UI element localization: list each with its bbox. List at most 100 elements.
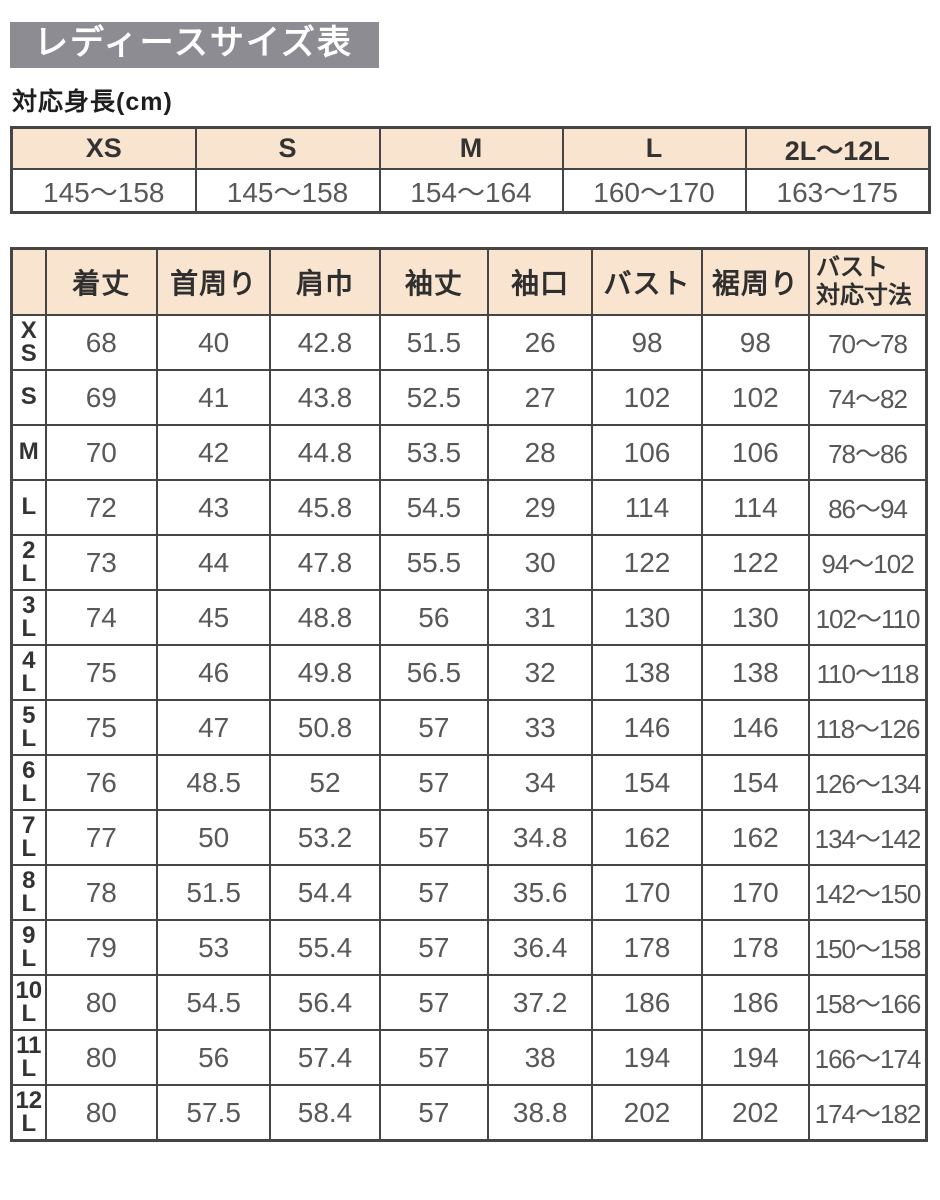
measurement-cell: 29 <box>487 479 594 536</box>
height-section-label: 対応身長(cm) <box>12 88 173 116</box>
measurement-cell: 53 <box>155 919 272 976</box>
measurement-cell: 54.5 <box>378 479 490 536</box>
bust-range-cell: 94～102 <box>808 534 928 591</box>
measurement-cell: 122 <box>700 534 811 591</box>
measurement-cell: 41 <box>155 369 272 426</box>
measurement-cell: 57.4 <box>269 1029 381 1086</box>
measurement-cell: 146 <box>700 699 811 756</box>
measurement-cell: 202 <box>591 1084 703 1142</box>
measurement-cell: 52 <box>269 754 381 811</box>
measurement-cell: 56 <box>378 589 490 646</box>
measurement-cell: 202 <box>700 1084 811 1142</box>
measurement-cell: 26 <box>487 314 594 371</box>
measurement-cell: 37.2 <box>487 974 594 1031</box>
measurement-cell: 47 <box>155 699 272 756</box>
measurement-cell: 98 <box>700 314 811 371</box>
measurement-cell: 43.8 <box>269 369 381 426</box>
measurement-cell: 49.8 <box>269 644 381 701</box>
measurement-cell: 130 <box>591 589 703 646</box>
size-table-row: 7 L 77 50 53.2 57 34.8 162 162 134～142 <box>10 809 928 866</box>
height-table-value-row: 145～158 145～158 154～164 160～170 163～175 <box>10 168 931 214</box>
measurement-cell: 40 <box>155 314 272 371</box>
measurement-cell: 57 <box>378 699 490 756</box>
measurement-cell: 154 <box>700 754 811 811</box>
bust-range-cell: 110～118 <box>808 644 928 701</box>
size-table-row: 10 L 80 54.5 56.4 57 37.2 186 186 158～166 <box>10 974 928 1031</box>
height-range-cell: 163～175 <box>744 168 931 214</box>
measurement-cell: 51.5 <box>155 864 272 921</box>
size-table-row: 8 L 78 51.5 54.4 57 35.6 170 170 142～150 <box>10 864 928 921</box>
measurement-cell: 44 <box>155 534 272 591</box>
height-size-header: 2L～12L <box>744 126 931 170</box>
bust-range-cell: 118～126 <box>808 699 928 756</box>
measurement-cell: 47.8 <box>269 534 381 591</box>
measurement-cell: 53.5 <box>378 424 490 481</box>
measurement-cell: 58.4 <box>269 1084 381 1142</box>
measurement-cell: 68 <box>44 314 158 371</box>
measurement-cell: 34.8 <box>487 809 594 866</box>
measurement-cell: 56 <box>155 1029 272 1086</box>
measurement-cell: 194 <box>591 1029 703 1086</box>
bust-range-cell: 78～86 <box>808 424 928 481</box>
measurement-cell: 43 <box>155 479 272 536</box>
height-size-header: S <box>194 126 381 170</box>
height-range-cell: 145～158 <box>10 168 197 214</box>
bust-range-cell: 142～150 <box>808 864 928 921</box>
size-table-row: 9 L 79 53 55.4 57 36.4 178 178 150～158 <box>10 919 928 976</box>
measurement-cell: 102 <box>700 369 811 426</box>
size-table-row: 5 L 75 47 50.8 57 33 146 146 118～126 <box>10 699 928 756</box>
size-table-row: 3 L 74 45 48.8 56 31 130 130 102～110 <box>10 589 928 646</box>
bust-range-cell: 102～110 <box>808 589 928 646</box>
height-range-cell: 154～164 <box>378 168 564 214</box>
measurement-cell: 57 <box>378 1029 490 1086</box>
measurement-cell: 106 <box>700 424 811 481</box>
size-table-row: L 72 43 45.8 54.5 29 114 114 86～94 <box>10 479 928 536</box>
bust-range-cell: 150～158 <box>808 919 928 976</box>
bust-range-cell: 174～182 <box>808 1084 928 1142</box>
measurement-cell: 130 <box>700 589 811 646</box>
measurement-cell: 57 <box>378 1084 490 1142</box>
measurement-cell: 54.4 <box>269 864 381 921</box>
size-table-row: M 70 42 44.8 53.5 28 106 106 78～86 <box>10 424 928 481</box>
height-table-header-row: XS S M L 2L～12L <box>10 126 931 170</box>
measurement-cell: 35.6 <box>487 864 594 921</box>
page-title: レディースサイズ表 <box>10 22 379 68</box>
measurement-cell: 38.8 <box>487 1084 594 1142</box>
measurement-cell: 56.4 <box>269 974 381 1031</box>
measurement-cell: 102 <box>591 369 703 426</box>
measurement-cell: 38 <box>487 1029 594 1086</box>
measurement-cell: 73 <box>44 534 158 591</box>
measurement-cell: 122 <box>591 534 703 591</box>
height-range-cell: 160～170 <box>561 168 747 214</box>
height-range-cell: 145～158 <box>194 168 381 214</box>
size-chart-page: レディースサイズ表 対応身長(cm) XS S M L 2L～12L 145～158 14… <box>10 22 931 1142</box>
size-table-row: 4 L 75 46 49.8 56.5 32 138 138 110～118 <box>10 644 928 701</box>
measurement-cell: 77 <box>44 809 158 866</box>
measurement-cell: 52.5 <box>378 369 490 426</box>
measurement-cell: 54.5 <box>155 974 272 1031</box>
measure-column-header: 肩巾 <box>269 247 381 316</box>
measurement-cell: 31 <box>487 589 594 646</box>
measurement-cell: 114 <box>700 479 811 536</box>
bust-range-cell: 166～174 <box>808 1029 928 1086</box>
size-table-row: S 69 41 43.8 52.5 27 102 102 74～82 <box>10 369 928 426</box>
measurement-cell: 75 <box>44 699 158 756</box>
measurement-cell: 30 <box>487 534 594 591</box>
measurement-cell: 72 <box>44 479 158 536</box>
measurement-cell: 57 <box>378 974 490 1031</box>
corner-header-cell <box>10 247 47 316</box>
measure-column-header: 袖丈 <box>378 247 490 316</box>
measurement-cell: 78 <box>44 864 158 921</box>
measurement-cell: 79 <box>44 919 158 976</box>
size-row-label: M <box>10 424 47 481</box>
measurement-cell: 186 <box>591 974 703 1031</box>
measurement-cell: 57 <box>378 864 490 921</box>
measurement-cell: 154 <box>591 754 703 811</box>
size-table-header-row: 着丈 首周り 肩巾 袖丈 袖口 バスト 裾周り バスト 対応寸法 <box>10 247 928 316</box>
size-table: 着丈 首周り 肩巾 袖丈 袖口 バスト 裾周り バスト 対応寸法 X S 68 40 42.8 51.5… <box>10 247 928 1142</box>
size-table-row: X S 68 40 42.8 51.5 26 98 98 70～78 <box>10 314 928 371</box>
